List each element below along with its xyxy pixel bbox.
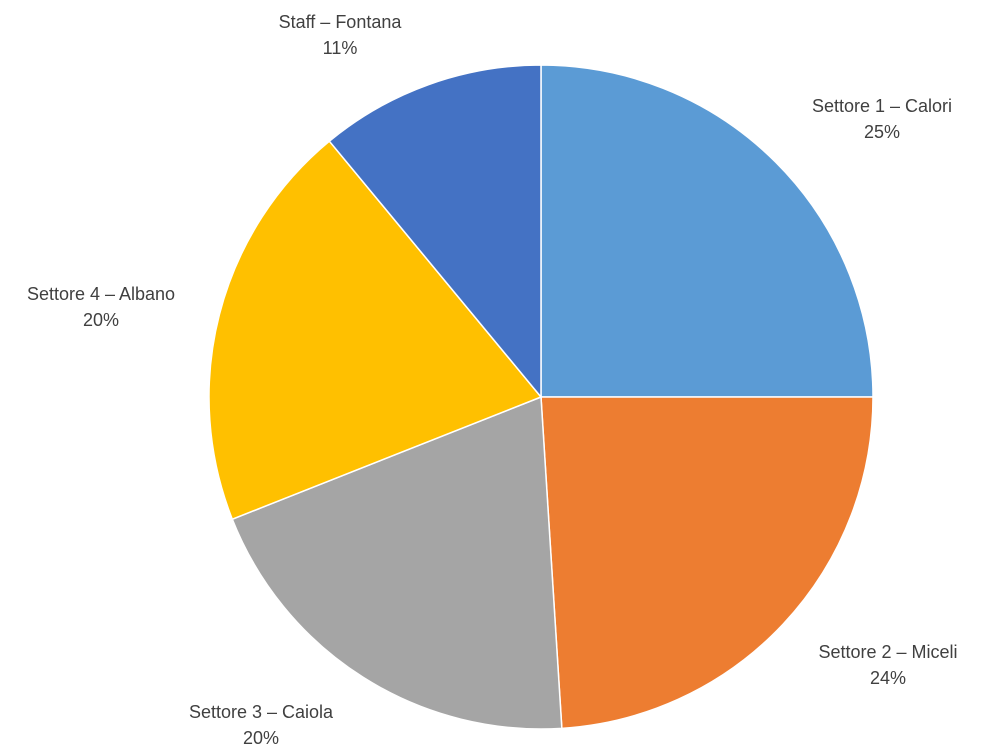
pie-slice-settore-4-albano <box>208 140 543 521</box>
slice-category-label: Settore 1 – Calori <box>812 96 952 116</box>
slice-label-staff-fontana: Staff – Fontana 11% <box>279 12 403 58</box>
pie-slice-staff-fontana <box>328 64 542 400</box>
slice-percent-label: 11% <box>323 38 358 58</box>
slice-label-settore-1-calori: Settore 1 – Calori 25% <box>812 96 952 142</box>
pie-slice-settore-3-caiola <box>231 395 563 730</box>
slice-category-label: Settore 2 – Miceli <box>818 642 957 662</box>
slice-category-label: Settore 3 – Caiola <box>189 702 334 722</box>
slice-label-settore-2-miceli: Settore 2 – Miceli 24% <box>818 642 957 688</box>
slice-percent-label: 24% <box>870 668 906 688</box>
pie-slices <box>208 64 874 730</box>
slice-category-label: Settore 4 – Albano <box>27 284 175 304</box>
pie-slice-settore-1-calori <box>540 64 874 398</box>
slice-label-settore-3-caiola: Settore 3 – Caiola 20% <box>189 702 334 746</box>
pie-labels: Settore 1 – Calori 25% Settore 2 – Miceli 2… <box>27 12 958 746</box>
slice-percent-label: 20% <box>83 310 119 330</box>
slice-category-label: Staff – Fontana <box>279 12 403 32</box>
slice-label-settore-4-albano: Settore 4 – Albano 20% <box>27 284 175 330</box>
slice-percent-label: 25% <box>864 122 900 142</box>
slice-percent-label: 20% <box>243 728 279 746</box>
pie-slice-settore-2-miceli <box>540 396 874 730</box>
